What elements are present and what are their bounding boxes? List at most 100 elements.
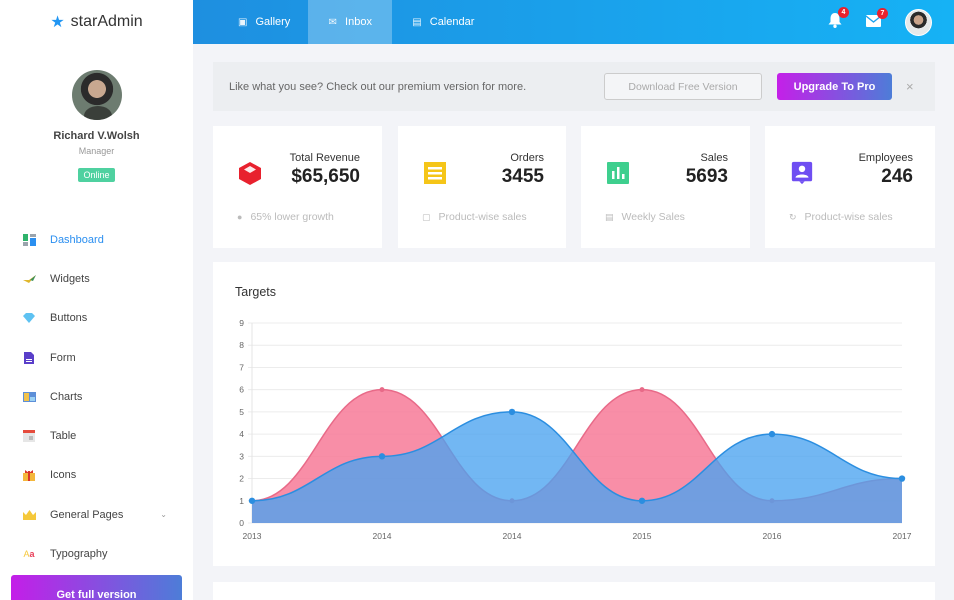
user-badge-icon — [791, 161, 813, 185]
svg-text:1: 1 — [239, 496, 244, 506]
tab-gallery[interactable]: ▣ Gallery — [193, 0, 308, 44]
svg-text:7: 7 — [239, 362, 244, 372]
tab-calendar[interactable]: ▤ Calendar — [392, 0, 492, 44]
sidebar-item-label: Icons — [50, 469, 77, 482]
stat-footer-text: Product-wise sales — [438, 211, 527, 223]
notifications-button[interactable]: 4 — [828, 7, 849, 31]
cube-icon — [239, 162, 261, 185]
profile-name: Richard V.Wolsh — [53, 130, 140, 142]
tab-label: Inbox — [345, 16, 372, 28]
get-full-version-button[interactable]: Get full version — [11, 575, 182, 600]
upgrade-to-pro-button[interactable]: Upgrade To Pro — [777, 73, 892, 100]
sidebar-item-table[interactable]: Table — [0, 416, 193, 455]
stat-footer: ▢ Product-wise sales — [422, 211, 527, 223]
brand-logo[interactable]: ★ starAdmin — [0, 0, 193, 44]
targets-area-chart: 0 1 2 3 4 5 6 7 8 9 2013 2014 2014 2015 2016 2017 — [239, 318, 912, 541]
sidebar-item-label: Buttons — [50, 312, 88, 325]
sidebar-item-typography[interactable]: Aa Typography — [0, 534, 193, 573]
brand-name: starAdmin — [70, 13, 143, 30]
stat-card-employees: Employees 246 ↻ Product-wise sales — [765, 126, 935, 248]
svg-text:2016: 2016 — [763, 531, 782, 541]
close-icon[interactable]: × — [906, 79, 914, 94]
svg-text:2015: 2015 — [633, 531, 652, 541]
notifications-badge: 4 — [838, 7, 849, 18]
bar-chart-icon — [607, 162, 629, 184]
info-icon: ● — [237, 212, 243, 222]
sidebar-item-icons[interactable]: Icons — [0, 456, 193, 495]
svg-text:9: 9 — [239, 318, 244, 328]
svg-text:2013: 2013 — [243, 531, 262, 541]
sidebar-item-label: Dashboard — [50, 233, 104, 246]
svg-text:2017: 2017 — [893, 531, 912, 541]
crown-icon — [22, 509, 36, 521]
stat-label: Sales — [700, 152, 728, 164]
status-badge: Online — [78, 168, 115, 182]
form-icon — [22, 351, 36, 364]
stat-label: Employees — [858, 152, 913, 164]
receipt-icon — [424, 162, 446, 184]
tab-label: Calendar — [429, 16, 475, 28]
sidebar: ★ starAdmin Richard V.Wolsh Manager Onli… — [0, 0, 193, 600]
sidebar-nav: Dashboard Widgets Buttons Form Charts — [0, 220, 193, 574]
tab-label: Gallery — [255, 16, 291, 28]
buttons-icon — [22, 312, 36, 324]
profile-avatar[interactable] — [71, 70, 122, 120]
sidebar-item-label: Table — [50, 430, 77, 443]
stat-footer-text: Product-wise sales — [804, 211, 893, 223]
sidebar-item-label: Form — [50, 351, 76, 364]
stat-value: 246 — [881, 166, 913, 187]
profile: Richard V.Wolsh Manager Online — [0, 70, 193, 183]
svg-text:2014: 2014 — [503, 531, 522, 541]
calendar-icon: ▤ — [412, 16, 422, 28]
chevron-down-icon[interactable]: ⌄ — [160, 510, 167, 520]
stat-value: 5693 — [685, 166, 728, 187]
stat-footer: ↻ Product-wise sales — [789, 211, 893, 223]
messages-button[interactable]: 7 — [865, 8, 888, 30]
svg-text:5: 5 — [239, 407, 244, 417]
sidebar-item-widgets[interactable]: Widgets — [0, 259, 193, 298]
sidebar-item-label: Widgets — [50, 272, 90, 285]
sidebar-item-buttons[interactable]: Buttons — [0, 299, 193, 338]
banner-text: Like what you see? Check out our premium… — [229, 80, 527, 93]
stat-value: 3455 — [501, 166, 544, 187]
profile-role: Manager — [78, 146, 115, 156]
gallery-icon: ▣ — [238, 16, 248, 28]
sidebar-item-label: Charts — [50, 390, 83, 403]
dashboard-icon — [22, 233, 36, 246]
stat-footer: ▤ Weekly Sales — [605, 211, 685, 223]
stat-label: Orders — [510, 152, 544, 164]
svg-text:3: 3 — [239, 451, 244, 461]
sidebar-item-charts[interactable]: Charts — [0, 377, 193, 416]
sidebar-item-label: Typography — [50, 548, 108, 561]
user-avatar[interactable] — [905, 8, 932, 36]
stat-label: Total Revenue — [289, 152, 360, 164]
bookmark-icon: ▢ — [422, 211, 431, 222]
topbar: ▣ Gallery ✉ Inbox ▤ Calendar 4 7 — [193, 0, 954, 44]
widgets-icon — [22, 273, 36, 285]
stat-card-orders: Orders 3455 ▢ Product-wise sales — [398, 126, 566, 248]
sidebar-item-form[interactable]: Form — [0, 338, 193, 377]
calendar-icon: ▤ — [605, 211, 614, 222]
charts-icon — [22, 391, 36, 403]
sidebar-item-general-pages[interactable]: General Pages ⌄ — [0, 495, 193, 534]
download-free-button[interactable]: Download Free Version — [604, 73, 762, 100]
inbox-icon: ✉ — [328, 16, 338, 28]
svg-text:6: 6 — [239, 385, 244, 395]
stat-card-revenue: Total Revenue $65,650 ● 65% lower growth — [213, 126, 382, 248]
stat-card-sales: Sales 5693 ▤ Weekly Sales — [581, 126, 750, 248]
svg-text:2: 2 — [239, 474, 244, 484]
sidebar-item-dashboard[interactable]: Dashboard — [0, 220, 193, 259]
tab-inbox[interactable]: ✉ Inbox — [308, 0, 393, 44]
sidebar-item-label: General Pages — [50, 508, 124, 521]
svg-text:2014: 2014 — [373, 531, 392, 541]
refresh-icon: ↻ — [789, 211, 797, 222]
messages-badge: 7 — [877, 8, 888, 19]
targets-chart-panel: Targets 0 1 2 3 4 5 6 7 8 9 2013 2014 2014 2015 2016 20… — [213, 262, 935, 566]
gift-icon — [22, 469, 36, 482]
chart-title: Targets — [235, 285, 276, 299]
svg-text:0: 0 — [239, 518, 244, 528]
stat-footer: ● 65% lower growth — [237, 211, 334, 223]
promo-banner: Like what you see? Check out our premium… — [213, 62, 935, 111]
svg-text:8: 8 — [239, 340, 244, 350]
stat-footer-text: 65% lower growth — [250, 211, 334, 223]
